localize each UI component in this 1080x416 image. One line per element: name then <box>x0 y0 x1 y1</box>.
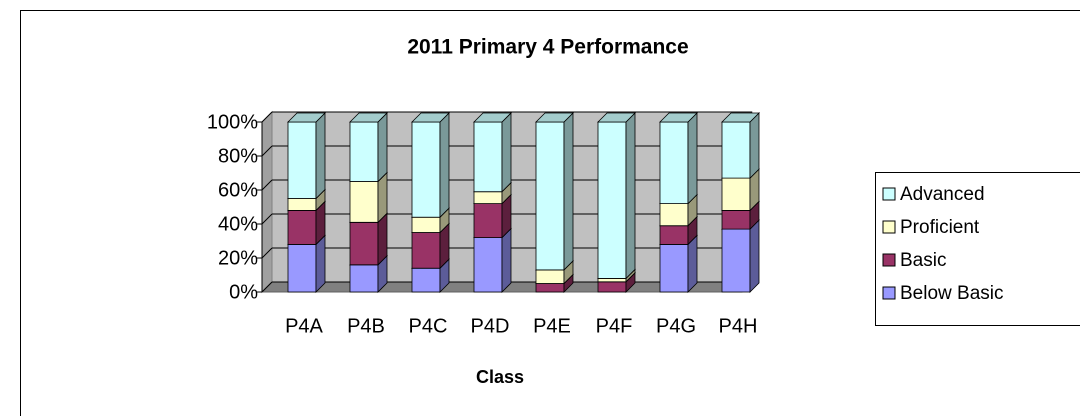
bar-segment <box>473 112 512 193</box>
bar-face <box>749 112 760 180</box>
bar-face <box>315 112 326 200</box>
bar-face <box>411 121 441 218</box>
legend <box>875 172 1080 326</box>
bar-face <box>349 121 379 182</box>
bar-face <box>287 209 317 245</box>
y-tick-label: 0% <box>229 281 258 303</box>
bar-face <box>473 203 503 239</box>
bar-segment <box>287 112 326 200</box>
y-tick-label: 60% <box>218 179 258 201</box>
grid-line <box>261 247 273 259</box>
bar-face <box>411 112 450 123</box>
legend-swatch <box>882 220 896 234</box>
legend-label: Proficient <box>900 217 980 238</box>
bar-face <box>749 219 760 293</box>
bar-face <box>349 112 388 123</box>
bar-segment <box>721 219 760 293</box>
chart-title: 2011 Primary 4 Performance <box>407 36 688 59</box>
bar-face <box>535 112 574 123</box>
grid-line <box>261 281 273 293</box>
bar-face <box>535 283 565 293</box>
x-tick-label: P4D <box>471 315 510 337</box>
bar-face <box>659 203 689 227</box>
bar-face <box>659 225 689 245</box>
bar-segment <box>597 112 636 280</box>
bar-face <box>597 121 627 279</box>
bar-segment <box>659 112 698 205</box>
bar-face <box>687 112 698 205</box>
bar-face <box>473 112 512 123</box>
bar-face <box>535 121 565 271</box>
bar-face <box>501 227 512 293</box>
bar-segment <box>473 227 512 293</box>
legend-label: Basic <box>900 250 946 271</box>
grid-line <box>261 111 273 123</box>
legend-label: Advanced <box>900 184 985 205</box>
bar-face <box>721 209 751 230</box>
bar-face <box>659 243 689 293</box>
bar-face <box>659 112 698 123</box>
bar-face <box>315 234 326 293</box>
x-tick-label: P4F <box>596 315 633 337</box>
bar-face <box>501 112 512 193</box>
bar-face <box>473 191 503 204</box>
bar-face <box>287 121 317 199</box>
bar-face <box>411 232 441 269</box>
bar-face <box>721 112 760 123</box>
x-tick-label: P4B <box>347 315 385 337</box>
bar-face <box>473 121 503 193</box>
x-tick-label: P4C <box>409 315 448 337</box>
legend-swatch <box>882 253 896 267</box>
y-tick-label: 100% <box>207 111 258 133</box>
grid-line <box>261 179 273 191</box>
bar-face <box>687 234 698 293</box>
bar-face <box>287 243 317 293</box>
bar-face <box>287 112 326 123</box>
bar-face <box>721 177 751 211</box>
bar-face <box>721 121 751 179</box>
bar-face <box>535 269 565 284</box>
y-tick-label: 40% <box>218 213 258 235</box>
bar-face <box>597 277 627 283</box>
x-tick-label: P4G <box>656 315 696 337</box>
bar-segment <box>535 112 574 271</box>
legend-swatch <box>882 286 896 300</box>
bar-face <box>563 112 574 271</box>
bar-face <box>377 112 388 183</box>
x-tick-label: P4H <box>719 315 758 337</box>
bar-face <box>625 112 636 280</box>
bar-face <box>287 198 317 211</box>
y-tick-label: 20% <box>218 247 258 269</box>
bar-face <box>349 221 379 266</box>
grid-line <box>261 145 273 157</box>
bar-face <box>721 228 751 293</box>
bar-segment <box>411 112 450 219</box>
legend-swatch <box>882 187 896 201</box>
bar-face <box>349 181 379 223</box>
bar-segment <box>721 112 760 180</box>
x-tick-label: P4A <box>285 315 323 337</box>
bar-face <box>411 216 441 233</box>
x-axis-title: Class <box>476 367 524 387</box>
grid-line <box>261 213 273 225</box>
x-tick-label: P4E <box>533 315 571 337</box>
bar-face <box>597 281 627 293</box>
bar-face <box>349 264 379 293</box>
bar-segment <box>349 112 388 183</box>
bar-face <box>659 121 689 204</box>
bar-face <box>597 112 636 123</box>
bar-face <box>473 237 503 293</box>
side-wall <box>261 110 273 294</box>
bar-face <box>439 112 450 219</box>
bar-face <box>411 267 441 293</box>
y-tick-label: 80% <box>218 145 258 167</box>
legend-label: Below Basic <box>900 283 1004 304</box>
